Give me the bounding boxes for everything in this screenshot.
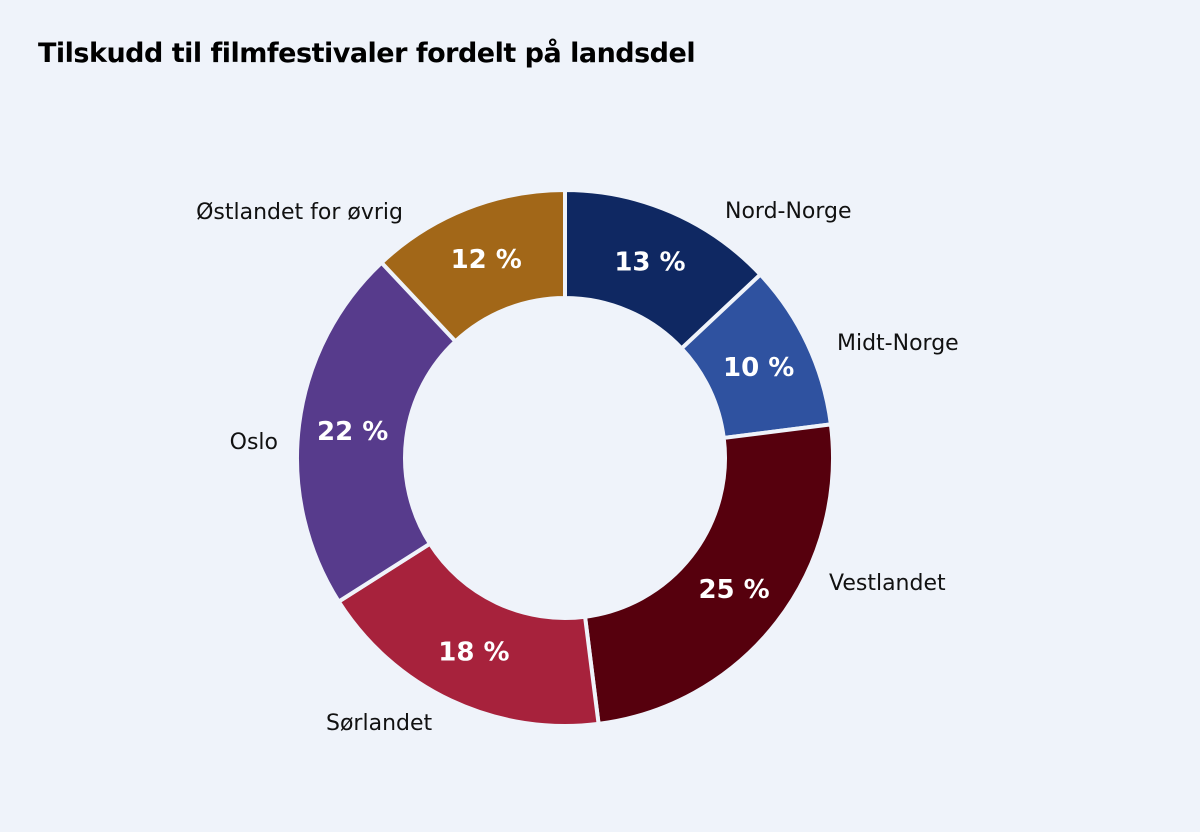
donut-slice-østlandet-for-øvrig — [378, 187, 567, 345]
chart-title: Tilskudd til filmfestivaler fordelt på l… — [38, 38, 696, 69]
slice-value-label: 25 % — [698, 575, 769, 605]
slice-value-label: 18 % — [438, 638, 509, 668]
slice-category-label: Oslo — [230, 430, 278, 455]
slice-value-label: 13 % — [614, 248, 685, 278]
slice-value-label: 12 % — [451, 245, 522, 275]
donut-slice-vestlandet — [582, 422, 835, 727]
slice-value-label: 22 % — [317, 417, 388, 447]
slice-category-label: Vestlandet — [829, 571, 946, 596]
slice-category-label: Sørlandet — [326, 711, 433, 736]
slice-category-label: Midt-Norge — [837, 331, 959, 356]
slice-value-label: 10 % — [723, 353, 794, 383]
slice-category-label: Østlandet for øvrig — [196, 200, 403, 225]
donut-slice-oslo — [295, 259, 459, 605]
donut-slice-sørlandet — [335, 540, 601, 728]
slice-category-label: Nord-Norge — [725, 199, 852, 224]
